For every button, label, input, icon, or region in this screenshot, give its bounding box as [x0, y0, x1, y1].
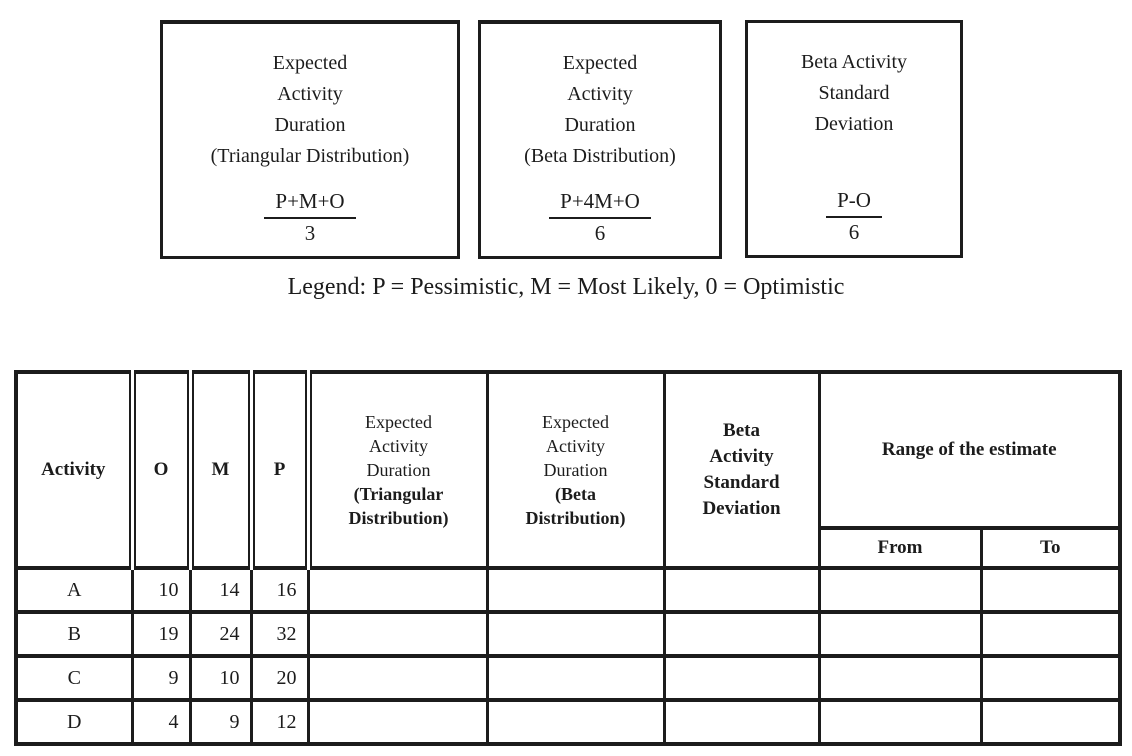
m-value-cell: 10 — [188, 654, 253, 702]
m-value-cell: 14 — [188, 566, 253, 614]
header-triangular-duration: Expected Activity Duration (Triangular D… — [304, 370, 489, 570]
std-deviation-cell — [662, 698, 821, 746]
header-beta-duration: Expected Activity Duration (Beta Distrib… — [485, 370, 666, 570]
header-line: Expected — [365, 412, 432, 432]
header-to: To — [979, 526, 1122, 570]
table-row: D 4 9 12 — [14, 698, 1122, 746]
title-line: Standard — [818, 82, 890, 104]
triangular-duration-cell — [306, 566, 489, 614]
activity-cell: D — [14, 698, 134, 746]
header-most-likely: M — [186, 370, 255, 570]
formula-fraction: P+4M+O 6 — [481, 189, 719, 246]
header-optimistic: O — [128, 370, 194, 570]
fraction-numerator: P+4M+O — [549, 189, 651, 219]
header-line: Activity — [709, 446, 774, 467]
p-value-cell: 20 — [249, 654, 310, 702]
formula-box-triangular: Expected Activity Duration (Triangular D… — [160, 20, 460, 259]
range-to-cell — [979, 610, 1122, 658]
formula-box-std-deviation: Beta Activity Standard Deviation P-O 6 — [745, 20, 963, 258]
header-beta-std-deviation: Beta Activity Standard Deviation — [662, 370, 821, 570]
estimates-table: Activity O M P Expected Activity Duratio… — [14, 370, 1122, 746]
title-line: Expected — [562, 52, 638, 74]
header-row-main: Activity O M P Expected Activity Duratio… — [14, 370, 1122, 570]
o-value-cell: 10 — [130, 566, 192, 614]
beta-duration-cell — [485, 566, 666, 614]
title-line: Duration — [564, 114, 636, 136]
fraction-numerator: P+M+O — [264, 189, 356, 219]
beta-duration-cell — [485, 698, 666, 746]
title-line: (Triangular Distribution) — [210, 145, 410, 167]
header-line: Expected — [542, 412, 609, 432]
activity-cell: A — [14, 566, 134, 614]
o-value-cell: 9 — [130, 654, 192, 702]
activity-cell: C — [14, 654, 134, 702]
title-line: Expected — [272, 52, 348, 74]
legend-text: Legend: P = Pessimistic, M = Most Likely… — [287, 274, 845, 300]
activity-cell: B — [14, 610, 134, 658]
formula-box-title: Expected Activity Duration (Triangular D… — [163, 48, 457, 172]
std-deviation-cell — [662, 654, 821, 702]
formula-box-title: Beta Activity Standard Deviation — [748, 47, 960, 140]
p-value-cell: 16 — [249, 566, 310, 614]
fraction-denominator: 3 — [304, 221, 316, 245]
fraction-numerator: P-O — [826, 188, 882, 218]
header-range: Range of the estimate — [817, 370, 1122, 530]
title-line: Duration — [274, 114, 346, 136]
title-line: Deviation — [814, 113, 894, 135]
range-from-cell — [817, 698, 983, 746]
header-line: Deviation — [702, 498, 781, 519]
o-value-cell: 4 — [130, 698, 192, 746]
header-pessimistic: P — [247, 370, 312, 570]
triangular-duration-cell — [306, 654, 489, 702]
formula-fraction: P-O 6 — [748, 188, 960, 245]
triangular-duration-cell — [306, 698, 489, 746]
title-line: Activity — [277, 83, 343, 105]
std-deviation-cell — [662, 610, 821, 658]
header-row-sub: From To — [16, 526, 1122, 570]
fraction-denominator: 6 — [594, 221, 606, 245]
fraction-denominator: 6 — [848, 220, 860, 244]
table-row: C 9 10 20 — [14, 654, 1122, 702]
beta-duration-cell — [485, 654, 666, 702]
m-value-cell: 9 — [188, 698, 253, 746]
header-from: From — [817, 526, 983, 570]
p-value-cell: 32 — [249, 610, 310, 658]
std-deviation-cell — [662, 566, 821, 614]
header-line: Beta — [723, 420, 760, 441]
header-line: (Beta — [555, 484, 596, 504]
table-row: B 19 24 32 — [14, 610, 1122, 658]
title-line: Activity — [567, 83, 633, 105]
range-to-cell — [979, 566, 1122, 614]
header-line: Activity — [546, 436, 605, 456]
formula-fraction: P+M+O 3 — [163, 189, 457, 246]
header-line: Duration — [543, 460, 608, 480]
header-line: Distribution) — [348, 508, 449, 528]
formula-box-title: Expected Activity Duration (Beta Distrib… — [481, 48, 719, 172]
triangular-duration-cell — [306, 610, 489, 658]
title-line: (Beta Distribution) — [524, 145, 676, 167]
range-from-cell — [817, 654, 983, 702]
formula-box-beta: Expected Activity Duration (Beta Distrib… — [478, 20, 722, 259]
range-to-cell — [979, 698, 1122, 746]
header-activity: Activity — [14, 370, 136, 570]
header-line: Standard — [703, 472, 780, 493]
p-value-cell: 12 — [249, 698, 310, 746]
header-line: Activity — [369, 436, 428, 456]
o-value-cell: 19 — [130, 610, 192, 658]
m-value-cell: 24 — [188, 610, 253, 658]
table-row: A 10 14 16 — [14, 566, 1122, 614]
header-line: (Triangular — [353, 484, 444, 504]
range-from-cell — [817, 610, 983, 658]
title-line: Beta Activity — [800, 51, 908, 73]
beta-duration-cell — [485, 610, 666, 658]
header-line: Distribution) — [525, 508, 626, 528]
range-to-cell — [979, 654, 1122, 702]
range-from-cell — [817, 566, 983, 614]
header-line: Duration — [366, 460, 431, 480]
